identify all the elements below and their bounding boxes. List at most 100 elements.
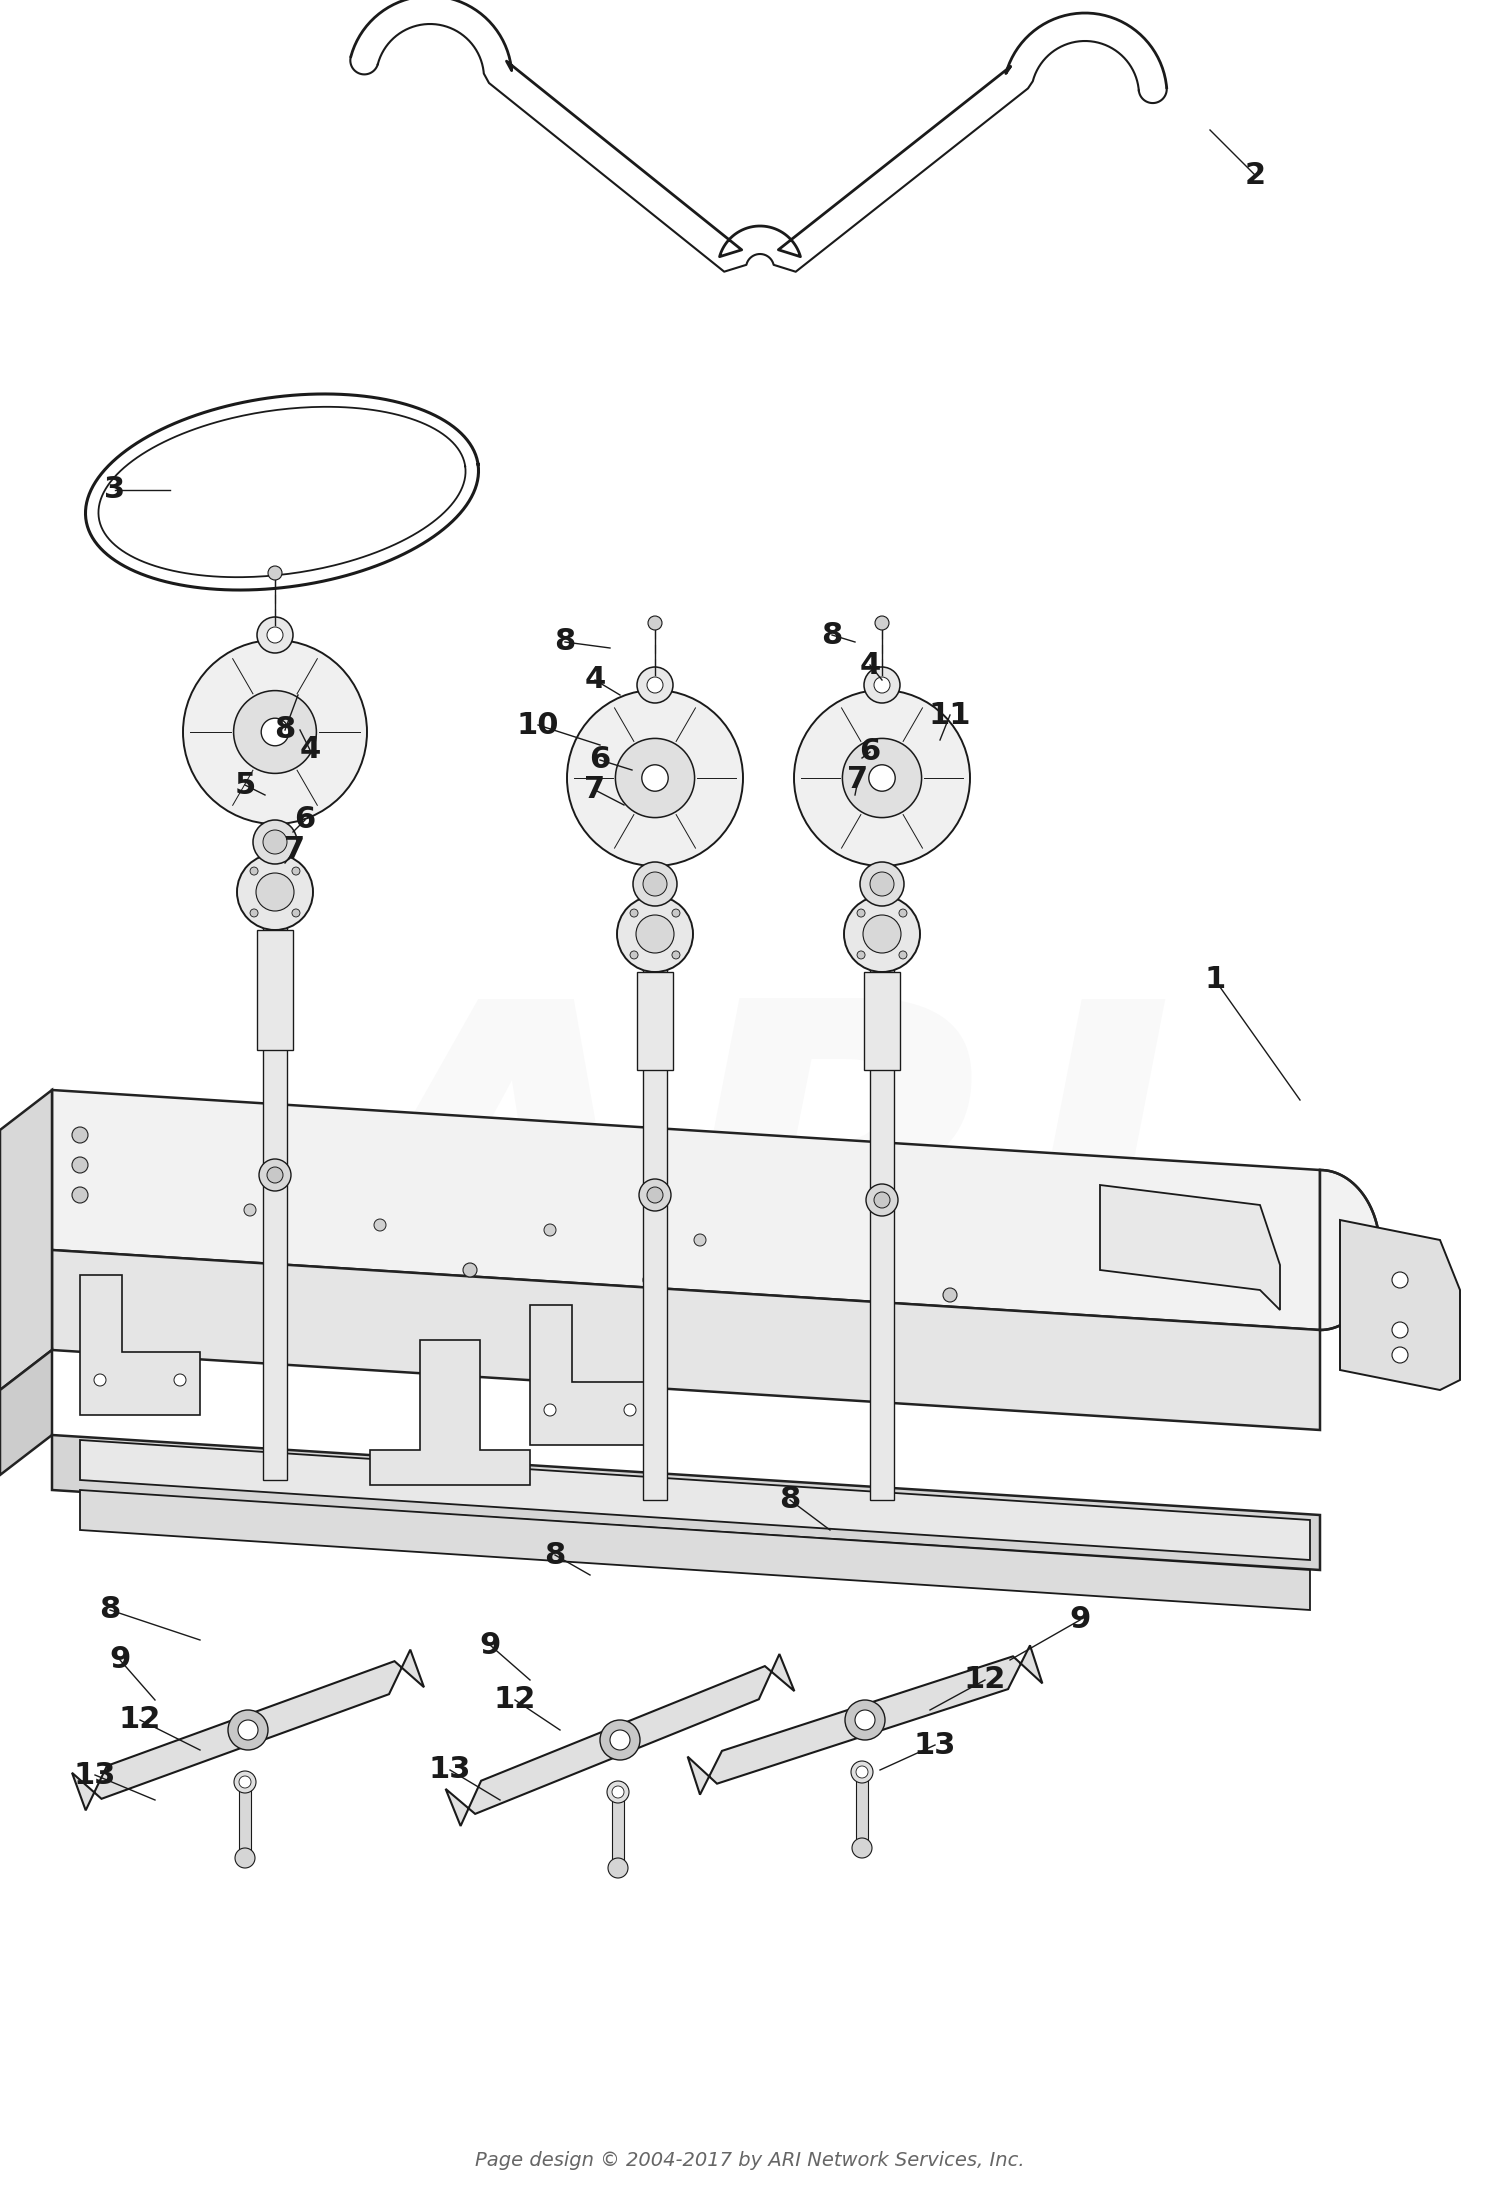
Circle shape — [256, 873, 294, 912]
Text: 8: 8 — [555, 628, 576, 656]
Circle shape — [642, 765, 668, 792]
Circle shape — [608, 1780, 628, 1802]
Text: 12: 12 — [118, 1706, 160, 1734]
Text: 9: 9 — [1070, 1605, 1090, 1634]
Circle shape — [256, 617, 292, 654]
Polygon shape — [530, 1306, 650, 1446]
Polygon shape — [53, 1435, 1320, 1570]
Circle shape — [267, 628, 284, 643]
Text: 6: 6 — [590, 746, 610, 774]
Polygon shape — [0, 1349, 53, 1474]
Circle shape — [610, 1730, 630, 1750]
Text: 1: 1 — [1204, 964, 1225, 995]
Circle shape — [567, 691, 742, 866]
Text: 7: 7 — [847, 765, 868, 794]
Circle shape — [374, 1218, 386, 1231]
Text: 6: 6 — [294, 805, 315, 835]
Circle shape — [862, 914, 901, 954]
Polygon shape — [80, 1439, 1310, 1559]
Circle shape — [174, 1373, 186, 1387]
Circle shape — [898, 951, 908, 958]
Circle shape — [261, 717, 290, 746]
Text: 2: 2 — [1245, 160, 1266, 190]
Circle shape — [856, 910, 865, 916]
Text: 9: 9 — [480, 1632, 501, 1660]
Circle shape — [638, 667, 674, 702]
Polygon shape — [870, 726, 894, 1500]
Text: Page design © 2004-2017 by ARI Network Services, Inc.: Page design © 2004-2017 by ARI Network S… — [476, 2150, 1024, 2170]
Circle shape — [633, 862, 676, 905]
Text: 8: 8 — [822, 621, 843, 650]
Text: 4: 4 — [859, 650, 880, 680]
Circle shape — [944, 1288, 957, 1301]
Circle shape — [850, 1761, 873, 1782]
Circle shape — [228, 1710, 268, 1750]
Circle shape — [844, 1699, 885, 1741]
Polygon shape — [1100, 1185, 1280, 1310]
Text: 12: 12 — [964, 1666, 1006, 1695]
Circle shape — [868, 765, 895, 792]
Circle shape — [464, 1264, 477, 1277]
Text: 13: 13 — [914, 1730, 956, 1761]
Polygon shape — [262, 676, 286, 1481]
Circle shape — [1392, 1321, 1408, 1338]
Text: 11: 11 — [928, 700, 972, 730]
Polygon shape — [53, 1251, 1320, 1430]
Polygon shape — [370, 1341, 530, 1485]
Circle shape — [238, 1776, 250, 1789]
Circle shape — [72, 1126, 88, 1144]
Circle shape — [292, 910, 300, 916]
Circle shape — [234, 1771, 256, 1793]
Circle shape — [646, 1188, 663, 1203]
Circle shape — [183, 641, 368, 824]
Polygon shape — [53, 1089, 1320, 1330]
Circle shape — [874, 617, 890, 630]
Polygon shape — [1320, 1170, 1380, 1330]
Circle shape — [251, 866, 258, 875]
Circle shape — [260, 1159, 291, 1192]
Circle shape — [600, 1719, 640, 1761]
Circle shape — [898, 910, 908, 916]
Circle shape — [672, 951, 680, 958]
Circle shape — [694, 1233, 706, 1247]
Text: 12: 12 — [494, 1686, 536, 1715]
Circle shape — [859, 862, 904, 905]
Polygon shape — [687, 1645, 1042, 1796]
Circle shape — [644, 1273, 657, 1286]
Circle shape — [234, 691, 316, 774]
Circle shape — [608, 1859, 628, 1879]
Text: 5: 5 — [234, 770, 255, 800]
Text: 8: 8 — [780, 1485, 801, 1516]
Text: 8: 8 — [274, 715, 296, 744]
Circle shape — [94, 1373, 106, 1387]
Circle shape — [794, 691, 970, 866]
Circle shape — [1392, 1273, 1408, 1288]
Circle shape — [630, 951, 638, 958]
Polygon shape — [856, 1776, 868, 1846]
Circle shape — [636, 914, 674, 954]
Circle shape — [267, 1168, 284, 1183]
Text: ARI: ARI — [324, 984, 1176, 1415]
Polygon shape — [446, 1653, 795, 1826]
Text: 10: 10 — [516, 711, 560, 739]
Circle shape — [544, 1404, 556, 1415]
Circle shape — [639, 1179, 670, 1212]
Circle shape — [644, 873, 668, 897]
Circle shape — [238, 1719, 258, 1741]
Circle shape — [856, 951, 865, 958]
Circle shape — [865, 1183, 898, 1216]
Circle shape — [874, 678, 890, 693]
Text: 8: 8 — [544, 1540, 566, 1570]
Circle shape — [262, 831, 286, 853]
Circle shape — [268, 566, 282, 580]
Circle shape — [856, 1765, 868, 1778]
Circle shape — [843, 739, 921, 818]
Polygon shape — [80, 1489, 1310, 1610]
Text: 4: 4 — [585, 665, 606, 695]
Circle shape — [292, 866, 300, 875]
Circle shape — [237, 853, 314, 929]
Circle shape — [672, 910, 680, 916]
Text: 7: 7 — [285, 835, 306, 864]
Circle shape — [236, 1848, 255, 1868]
Circle shape — [72, 1157, 88, 1172]
